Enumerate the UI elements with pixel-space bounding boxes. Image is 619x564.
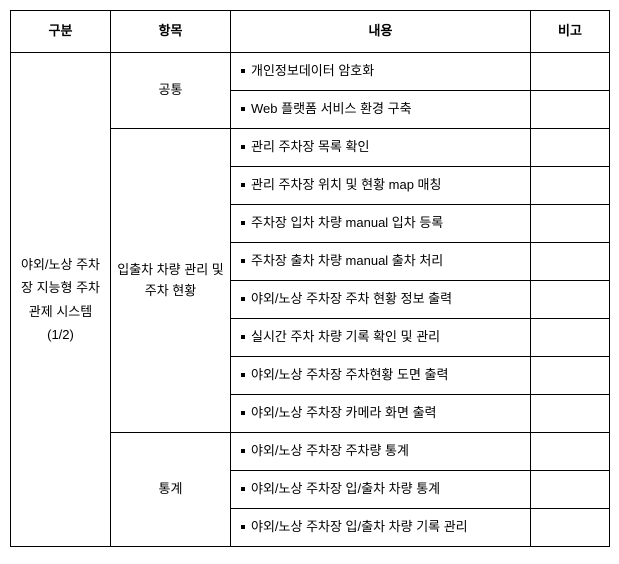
header-row: 구분 항목 내용 비고 bbox=[11, 11, 610, 53]
content-cell: Web 플랫폼 서비스 환경 구축 bbox=[231, 91, 531, 129]
content-text: 실시간 주차 차량 기록 확인 및 관리 bbox=[251, 329, 440, 344]
bullet-icon bbox=[241, 487, 245, 491]
note-cell bbox=[531, 167, 610, 205]
note-cell bbox=[531, 205, 610, 243]
note-cell bbox=[531, 471, 610, 509]
bullet-icon bbox=[241, 373, 245, 377]
content-cell: 야외/노상 주차장 카메라 화면 출력 bbox=[231, 395, 531, 433]
bullet-icon bbox=[241, 449, 245, 453]
item-cell: 공통 bbox=[111, 53, 231, 129]
bullet-icon bbox=[241, 525, 245, 529]
content-cell: 야외/노상 주차장 주차량 통계 bbox=[231, 433, 531, 471]
content-text: 관리 주차장 위치 및 현황 map 매칭 bbox=[251, 177, 441, 192]
note-cell bbox=[531, 509, 610, 547]
table-body: 야외/노상 주차장 지능형 주차 관제 시스템(1/2)공통 개인정보데이터 암호… bbox=[11, 53, 610, 547]
content-text: 야외/노상 주차장 입/출차 차량 통계 bbox=[251, 481, 440, 496]
table-row: 야외/노상 주차장 지능형 주차 관제 시스템(1/2)공통개인정보데이터 암호… bbox=[11, 53, 610, 91]
note-cell bbox=[531, 281, 610, 319]
content-cell: 야외/노상 주차장 입/출차 차량 기록 관리 bbox=[231, 509, 531, 547]
content-text: 야외/노상 주차장 주차량 통계 bbox=[251, 443, 409, 458]
bullet-icon bbox=[241, 107, 245, 111]
note-cell bbox=[531, 91, 610, 129]
content-text: 야외/노상 주차장 카메라 화면 출력 bbox=[251, 405, 437, 420]
content-cell: 주차장 출차 차량 manual 출차 처리 bbox=[231, 243, 531, 281]
content-text: 개인정보데이터 암호화 bbox=[251, 63, 374, 78]
category-cell: 야외/노상 주차장 지능형 주차 관제 시스템(1/2) bbox=[11, 53, 111, 547]
bullet-icon bbox=[241, 411, 245, 415]
content-cell: 관리 주차장 위치 및 현황 map 매칭 bbox=[231, 167, 531, 205]
note-cell bbox=[531, 129, 610, 167]
item-cell: 입출차 차량 관리 및 주차 현황 bbox=[111, 129, 231, 433]
header-note: 비고 bbox=[531, 11, 610, 53]
content-cell: 야외/노상 주차장 입/출차 차량 통계 bbox=[231, 471, 531, 509]
content-text: 야외/노상 주차장 입/출차 차량 기록 관리 bbox=[251, 519, 468, 534]
note-cell bbox=[531, 243, 610, 281]
note-cell bbox=[531, 319, 610, 357]
item-cell: 통계 bbox=[111, 433, 231, 547]
content-cell: 주차장 입차 차량 manual 입차 등록 bbox=[231, 205, 531, 243]
bullet-icon bbox=[241, 69, 245, 73]
bullet-icon bbox=[241, 259, 245, 263]
header-content: 내용 bbox=[231, 11, 531, 53]
content-text: 야외/노상 주차장 주차 현황 정보 출력 bbox=[251, 291, 452, 306]
content-text: Web 플랫폼 서비스 환경 구축 bbox=[251, 101, 412, 116]
note-cell bbox=[531, 357, 610, 395]
content-text: 주차장 출차 차량 manual 출차 처리 bbox=[251, 253, 443, 268]
content-text: 야외/노상 주차장 주차현황 도면 출력 bbox=[251, 367, 448, 382]
content-cell: 개인정보데이터 암호화 bbox=[231, 53, 531, 91]
content-text: 관리 주차장 목록 확인 bbox=[251, 139, 369, 154]
content-cell: 실시간 주차 차량 기록 확인 및 관리 bbox=[231, 319, 531, 357]
header-gubun: 구분 bbox=[11, 11, 111, 53]
bullet-icon bbox=[241, 145, 245, 149]
content-text: 주차장 입차 차량 manual 입차 등록 bbox=[251, 215, 443, 230]
header-item: 항목 bbox=[111, 11, 231, 53]
note-cell bbox=[531, 433, 610, 471]
bullet-icon bbox=[241, 183, 245, 187]
note-cell bbox=[531, 53, 610, 91]
bullet-icon bbox=[241, 297, 245, 301]
content-cell: 야외/노상 주차장 주차현황 도면 출력 bbox=[231, 357, 531, 395]
bullet-icon bbox=[241, 335, 245, 339]
content-cell: 야외/노상 주차장 주차 현황 정보 출력 bbox=[231, 281, 531, 319]
note-cell bbox=[531, 395, 610, 433]
spec-table: 구분 항목 내용 비고 야외/노상 주차장 지능형 주차 관제 시스템(1/2)… bbox=[10, 10, 610, 547]
content-cell: 관리 주차장 목록 확인 bbox=[231, 129, 531, 167]
bullet-icon bbox=[241, 221, 245, 225]
